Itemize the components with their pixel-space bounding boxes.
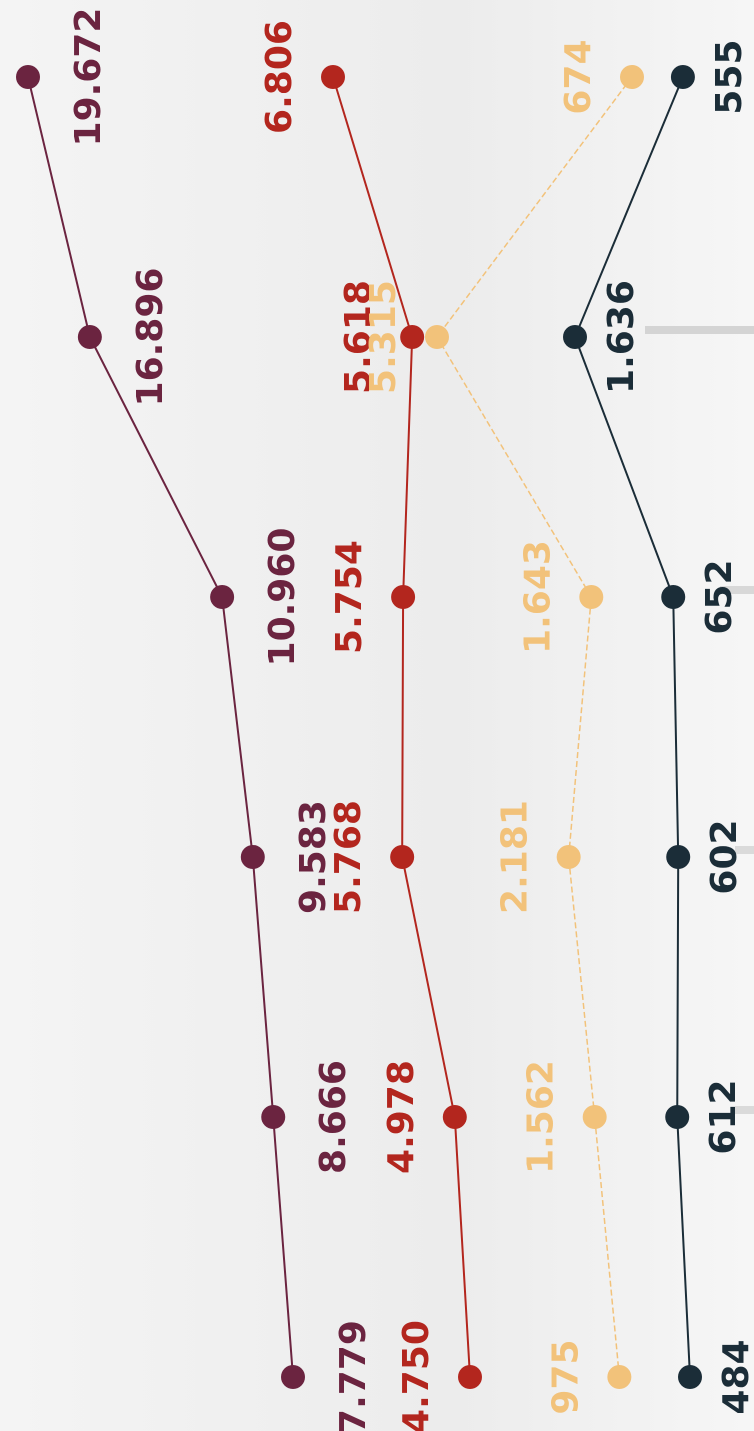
data-point	[281, 1365, 305, 1389]
data-point	[666, 845, 691, 869]
data-label: 5.315	[363, 280, 404, 394]
data-label: 7.779	[333, 1320, 374, 1431]
data-label: 16.896	[130, 268, 171, 407]
data-label: 652	[699, 559, 740, 634]
decor	[735, 846, 754, 854]
data-point	[556, 845, 581, 869]
data-point	[678, 1365, 702, 1389]
series-line	[332, 76, 471, 1378]
data-label: 612	[703, 1079, 744, 1154]
data-point	[442, 1105, 467, 1129]
data-point	[391, 585, 416, 609]
data-label: 5.768	[328, 800, 369, 914]
data-point	[665, 1105, 690, 1129]
data-point	[582, 1105, 607, 1129]
data-point	[607, 1365, 632, 1389]
data-point	[458, 1365, 482, 1389]
data-point	[16, 65, 40, 89]
decor	[720, 586, 754, 594]
decor	[645, 326, 754, 334]
data-point	[425, 325, 449, 349]
data-label: 975	[545, 1339, 586, 1414]
series-line	[436, 76, 633, 1378]
data-label: 4.750	[396, 1320, 437, 1431]
data-point	[670, 65, 695, 89]
data-point	[77, 325, 102, 349]
data-label: 5.754	[329, 540, 370, 654]
data-label: 1.562	[521, 1060, 562, 1174]
data-label: 4.978	[381, 1060, 422, 1174]
data-label: 5.618	[338, 280, 379, 394]
data-point	[240, 845, 265, 869]
data-point	[400, 325, 425, 349]
data-label: 19.672	[68, 8, 109, 147]
data-point	[620, 65, 644, 89]
data-label: 674	[558, 39, 599, 114]
data-label: 9.583	[293, 800, 334, 914]
data-label: 8.666	[313, 1060, 354, 1174]
data-label: 10.960	[262, 528, 303, 667]
series-line	[573, 76, 691, 1378]
data-point	[210, 585, 235, 609]
data-point	[579, 585, 604, 609]
data-point	[661, 585, 686, 609]
decor	[735, 1106, 754, 1114]
data-label: 6.806	[259, 20, 300, 134]
data-point	[563, 325, 587, 349]
data-label: 1.643	[517, 540, 558, 654]
data-label: 555	[709, 39, 750, 114]
series-line	[27, 76, 294, 1378]
data-point	[261, 1105, 286, 1129]
data-label: 1.636	[601, 280, 642, 394]
data-label: 602	[704, 819, 745, 894]
data-label: 2.181	[495, 800, 536, 914]
data-label: 484	[716, 1339, 754, 1414]
data-point	[390, 845, 415, 869]
data-point	[321, 65, 345, 89]
